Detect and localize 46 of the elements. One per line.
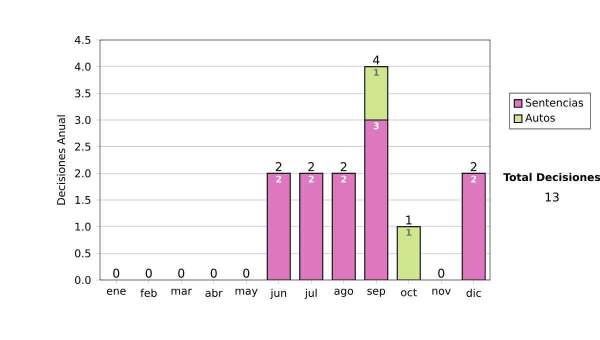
y-tick-label: 1.0: [76, 222, 91, 231]
x-tick-label: ago: [334, 288, 354, 297]
x-tick-label: dic: [466, 288, 481, 297]
total-label: 4: [373, 56, 380, 64]
legend-label: Sentencias: [526, 98, 584, 107]
y-axis-title: Decisiones Anual: [56, 115, 66, 205]
data-label: 3: [374, 122, 379, 130]
x-tick-label: oct: [401, 288, 417, 296]
y-tick-label: 3.5: [75, 89, 90, 98]
total-label: 2: [470, 162, 476, 172]
data-label: 2: [341, 176, 346, 183]
data-label: 2: [276, 176, 282, 183]
total-label: 1: [406, 216, 412, 224]
x-tick-label: sep: [367, 288, 386, 297]
y-tick-label: 2.0: [75, 169, 91, 178]
total-label: 0: [243, 268, 250, 278]
total-label: 2: [340, 162, 346, 172]
total-label: 0: [210, 268, 217, 278]
total-label: 0: [178, 268, 184, 278]
x-tick-label: abr: [206, 288, 223, 297]
y-tick-label: 4.0: [74, 62, 91, 71]
total-label: 0: [113, 268, 120, 278]
x-tick-label: nov: [432, 288, 451, 295]
x-tick-label: feb: [140, 288, 157, 297]
data-label: 1: [406, 228, 412, 236]
x-tick-label: may: [236, 288, 258, 297]
data-label: 2: [308, 176, 314, 183]
y-tick-label: 1.5: [76, 196, 90, 204]
y-tick-label: 0.5: [75, 249, 90, 258]
legend-label: Autos: [525, 114, 555, 122]
y-tick-label: 2.5: [75, 142, 90, 151]
text: 13: [546, 192, 559, 202]
y-tick-label: 4.5: [74, 36, 90, 44]
total-label: 2: [276, 162, 282, 172]
y-tick-label: 0.0: [75, 276, 91, 284]
data-label: 2: [471, 176, 476, 183]
total-label: 0: [438, 268, 444, 278]
data-label: 1: [374, 68, 379, 76]
y-tick-label: 3.0: [75, 116, 91, 124]
x-tick-label: mar: [172, 288, 192, 295]
x-tick-label: jul: [304, 288, 317, 300]
total-label: 2: [308, 162, 314, 172]
text: Total Decisiones: [503, 172, 600, 182]
total-label: 0: [146, 268, 152, 278]
x-tick-label: jun: [270, 288, 286, 300]
x-tick-label: ene: [106, 288, 126, 295]
